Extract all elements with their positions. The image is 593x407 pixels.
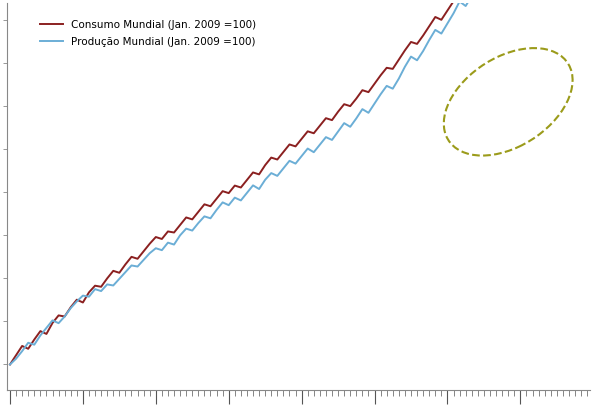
Consumo Mundial (Jan. 2009 =100) xyxy=(7,362,14,367)
Consumo Mundial (Jan. 2009 =100) xyxy=(316,123,323,128)
Produção Mundial (Jan. 2009 =100) xyxy=(170,242,177,247)
Legend: Consumo Mundial (Jan. 2009 =100), Produção Mundial (Jan. 2009 =100): Consumo Mundial (Jan. 2009 =100), Produç… xyxy=(36,16,260,51)
Consumo Mundial (Jan. 2009 =100) xyxy=(298,136,305,141)
Produção Mundial (Jan. 2009 =100) xyxy=(7,362,14,367)
Produção Mundial (Jan. 2009 =100) xyxy=(256,186,263,191)
Consumo Mundial (Jan. 2009 =100) xyxy=(170,230,177,235)
Line: Produção Mundial (Jan. 2009 =100): Produção Mundial (Jan. 2009 =100) xyxy=(10,0,587,365)
Consumo Mundial (Jan. 2009 =100) xyxy=(85,290,93,295)
Consumo Mundial (Jan. 2009 =100) xyxy=(256,172,263,177)
Produção Mundial (Jan. 2009 =100) xyxy=(316,142,323,147)
Line: Consumo Mundial (Jan. 2009 =100): Consumo Mundial (Jan. 2009 =100) xyxy=(10,0,587,365)
Produção Mundial (Jan. 2009 =100) xyxy=(85,294,93,299)
Produção Mundial (Jan. 2009 =100) xyxy=(298,153,305,158)
